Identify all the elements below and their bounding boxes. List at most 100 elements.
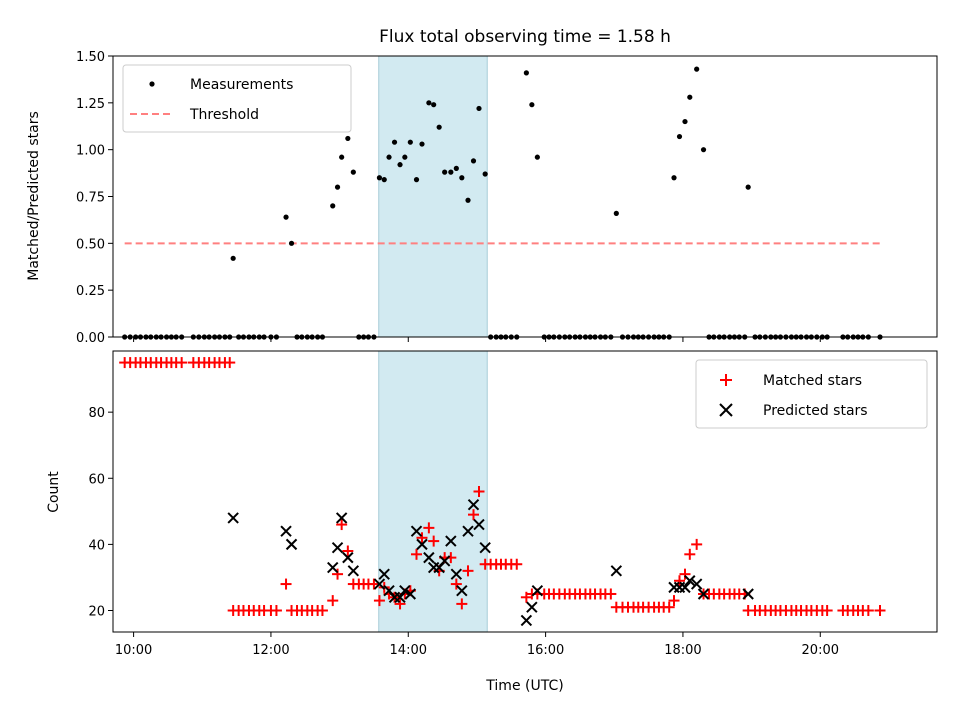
measurement-point (350, 169, 356, 175)
predicted-star-point (416, 538, 428, 551)
matched-star-point (416, 532, 428, 544)
predicted-star-point (280, 525, 292, 537)
measurement-point (283, 214, 289, 220)
matched-star-point (332, 568, 344, 580)
measurement-point (682, 118, 688, 125)
matched-star-point (862, 605, 874, 617)
legend-marker-matched (720, 374, 732, 386)
legend-label-matched: Matched stars (763, 373, 862, 389)
measurement-point (700, 147, 707, 153)
measurement-point (442, 169, 448, 175)
measurement-point (391, 139, 398, 145)
matched-star-point (327, 595, 339, 607)
measurement-point (381, 177, 387, 183)
bottom-y-tick-label: 40 (88, 538, 105, 553)
measurement-point (470, 158, 477, 164)
predicted-star-point (423, 551, 435, 564)
predicted-star-point (327, 561, 339, 574)
predicted-star-point (742, 588, 754, 600)
measurement-point (453, 165, 459, 171)
measurement-point (334, 184, 341, 190)
measurement-point (431, 102, 437, 108)
measurement-point (345, 135, 351, 142)
legend-marker-measurements (149, 81, 155, 87)
top-y-tick-label: 0.00 (76, 331, 105, 346)
bottom-x-tick-label: 20:00 (802, 643, 839, 658)
measurement-point (529, 102, 535, 108)
predicted-star-point (467, 499, 480, 511)
matched-star-point (378, 581, 390, 593)
bottom-y-axis-label: Count (46, 471, 62, 513)
matched-star-point (316, 605, 328, 617)
measurement-point (534, 154, 540, 160)
measurement-point (419, 141, 425, 147)
measurement-point (330, 203, 336, 209)
matched-star-point (468, 509, 479, 521)
top-legend-box (122, 64, 352, 133)
predicted-star-point (684, 575, 696, 587)
predicted-star-point (610, 565, 623, 577)
top-legend: Measurements Threshold (122, 64, 352, 133)
matched-star-point (456, 598, 468, 610)
legend-label-predicted: Predicted stars (763, 403, 868, 419)
predicted-star-point (373, 578, 386, 590)
measurement-point (339, 154, 345, 160)
matched-star-point (270, 605, 282, 617)
measurement-point (413, 177, 420, 183)
bottom-y-tick-label: 80 (88, 406, 105, 421)
bottom-x-tick-label: 18:00 (664, 643, 701, 658)
matched-star-point (224, 357, 236, 369)
matched-star-point (874, 605, 886, 617)
bottom-observing-span (378, 350, 488, 633)
matched-star-point (373, 595, 385, 607)
predicted-star-point (410, 525, 423, 537)
predicted-star-point (404, 588, 417, 600)
predicted-star-point (394, 591, 406, 603)
bottom-x-tick-label: 16:00 (527, 643, 564, 658)
matched-star-point (691, 538, 703, 550)
matched-star-point (411, 548, 423, 560)
predicted-star-point (456, 584, 468, 597)
measurement-point (402, 154, 408, 160)
matched-star-point (342, 545, 354, 557)
predicted-star-point (285, 538, 298, 551)
predicted-star-point (445, 535, 457, 547)
matched-star-point (668, 595, 680, 607)
matched-star-point (176, 357, 188, 369)
matched-star-point (679, 568, 691, 580)
measurement-point (694, 66, 700, 72)
predicted-star-point (531, 584, 544, 597)
matched-star-point (473, 486, 485, 497)
measurement-point (687, 94, 693, 100)
x-axis-label: Time (UTC) (485, 678, 563, 694)
matched-star-point (336, 519, 348, 531)
measurement-point (482, 171, 488, 177)
matched-star-point (394, 598, 406, 610)
top-y-axis-label: Matched/Predicted stars (26, 111, 42, 281)
matched-star-point (450, 578, 462, 590)
predicted-star-point (462, 525, 474, 537)
measurement-point (613, 210, 619, 216)
bottom-y-tick-label: 20 (88, 605, 105, 620)
matched-star-point (684, 548, 696, 560)
top-axes-frame (112, 55, 938, 338)
matched-star-point (368, 578, 380, 590)
top-y-tick-label: 1.00 (76, 144, 105, 159)
predicted-star-point (335, 512, 348, 524)
predicted-star-point (438, 555, 451, 567)
matched-star-point (674, 575, 685, 587)
predicted-star-point (378, 568, 390, 580)
predicted-star-point (690, 578, 703, 590)
measurement-point (407, 139, 413, 145)
predicted-star-point (697, 588, 710, 600)
matched-star-point (423, 522, 435, 534)
matched-star-point (821, 605, 833, 617)
measurement-point (397, 162, 403, 168)
matched-star-point (462, 565, 474, 577)
chart-title: Flux total observing time = 1.58 h (379, 27, 671, 47)
matched-star-point (428, 535, 440, 547)
measurement-point (459, 175, 465, 181)
measurement-point (448, 169, 454, 175)
predicted-star-point (342, 551, 354, 564)
